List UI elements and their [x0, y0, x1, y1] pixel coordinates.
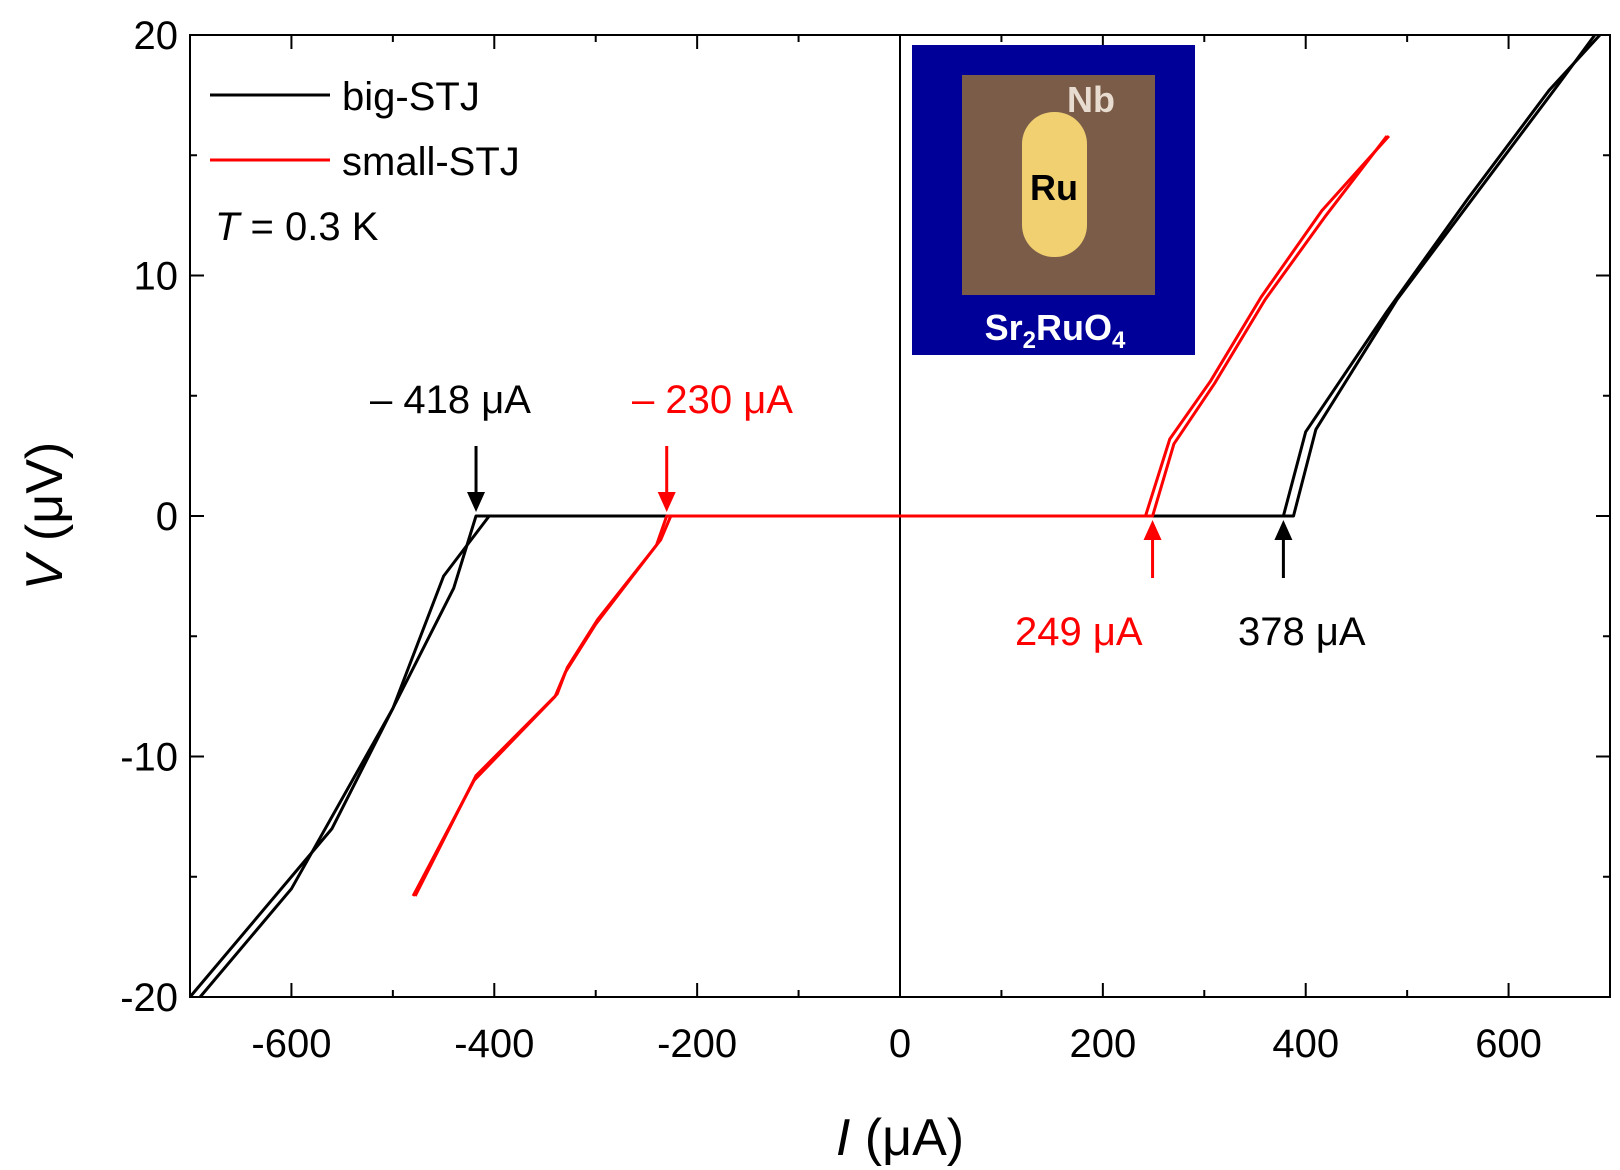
- legend: big-STJ small-STJ T = 0.3 K: [210, 75, 520, 249]
- y-axis-title: V (μV): [16, 442, 74, 590]
- x-tick-label: -200: [657, 1022, 737, 1066]
- small-stj-curve-2: [413, 134, 1391, 897]
- y-tick-label: 20: [134, 14, 179, 58]
- inset-nb-label: Nb: [1067, 79, 1115, 120]
- sample-inset: Nb Ru Sr2RuO4: [912, 45, 1195, 355]
- series-layer: [188, 33, 1602, 998]
- big-stj-curve-2: [198, 34, 1597, 998]
- y-tick-label: -10: [120, 736, 178, 780]
- temperature-symbol: T: [215, 205, 242, 249]
- inset-sub-2: 2: [1023, 327, 1036, 354]
- axis-ticks: [189, 34, 1611, 998]
- y-axis-symbol: V: [16, 551, 74, 590]
- annotation-arrow-head: [657, 492, 676, 512]
- inset-sr: Sr: [985, 307, 1023, 348]
- inset-ruo: RuO: [1036, 307, 1112, 348]
- temperature-value: = 0.3 K: [239, 205, 378, 249]
- x-axis-title: I (μA): [836, 1109, 964, 1167]
- inset-substrate-label: Sr2RuO4: [985, 307, 1126, 354]
- temperature-label: T = 0.3 K: [215, 205, 379, 249]
- inset-ru-label: Ru: [1030, 167, 1078, 208]
- x-tick-label: 400: [1272, 1022, 1339, 1066]
- annotation-arrow-head: [1274, 520, 1293, 540]
- annotation-arrow-head: [467, 492, 486, 512]
- x-axis-unit: (μA): [850, 1109, 964, 1167]
- annotation-pos-378: 378 μA: [1238, 610, 1366, 654]
- critical-current-annotations: – 418 μA – 230 μA 249 μA 378 μA: [370, 378, 1366, 654]
- x-axis-symbol: I: [836, 1109, 850, 1167]
- annotation-neg-418: – 418 μA: [370, 378, 531, 422]
- y-axis-unit: (μV): [16, 442, 74, 556]
- x-tick-label: 200: [1069, 1022, 1136, 1066]
- legend-label-small-stj: small-STJ: [342, 140, 520, 184]
- y-tick-label: 10: [134, 255, 179, 299]
- x-tick-label: -400: [454, 1022, 534, 1066]
- y-tick-label: 0: [156, 495, 178, 539]
- x-tick-label: -600: [251, 1022, 331, 1066]
- annotation-arrow-head: [1143, 520, 1162, 540]
- annotation-neg-230: – 230 μA: [632, 378, 793, 422]
- inset-sub-4: 4: [1112, 327, 1126, 354]
- y-tick-labels: -20 -10 0 10 20: [120, 14, 178, 1020]
- x-tick-label: 600: [1475, 1022, 1542, 1066]
- x-tick-labels: -600 -400 -200 0 200 400 600: [251, 1022, 1542, 1066]
- inset-ru-island: [1022, 112, 1087, 257]
- x-tick-label: 0: [889, 1022, 911, 1066]
- legend-label-big-stj: big-STJ: [342, 75, 480, 119]
- annotation-pos-249: 249 μA: [1015, 610, 1143, 654]
- y-tick-label: -20: [120, 976, 178, 1020]
